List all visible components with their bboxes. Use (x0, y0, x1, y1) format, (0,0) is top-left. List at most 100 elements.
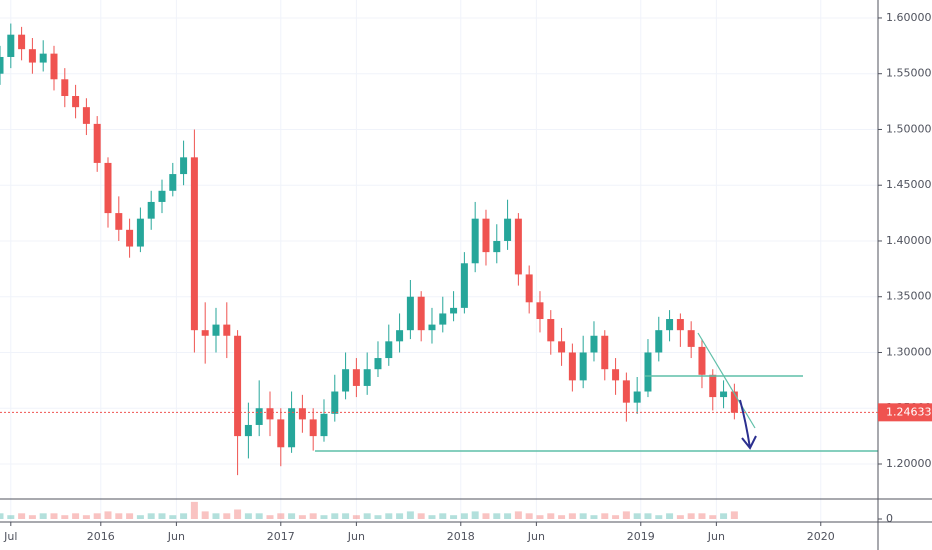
candle-body (18, 34, 26, 50)
candle-body (169, 174, 177, 191)
y-tick-label: 1.30000 (886, 345, 932, 358)
volume-bar (223, 513, 231, 519)
volume-bar (493, 513, 501, 519)
volume-bar (50, 513, 58, 519)
volume-bar (212, 513, 220, 519)
volume-bar (590, 515, 598, 519)
volume-bar (666, 513, 674, 519)
volume-bar (612, 515, 620, 519)
volume-bar (331, 513, 339, 519)
candle-body (342, 369, 350, 392)
candle-body (568, 352, 576, 381)
candle-body (698, 346, 706, 375)
x-tick-label: Jun (527, 530, 545, 543)
candle-body (482, 218, 490, 253)
candle-body (633, 391, 641, 403)
arrow (739, 399, 757, 450)
volume-bar (644, 513, 652, 519)
candle-body (622, 380, 630, 403)
x-tick-label: 2016 (87, 530, 115, 543)
candle-body (7, 34, 15, 57)
volume-bar (298, 515, 306, 519)
candle-body (666, 319, 674, 331)
candle-body (115, 213, 123, 230)
volume-bar (104, 511, 112, 519)
volume-bar (558, 515, 566, 519)
candle-body (601, 335, 609, 370)
candle-body (525, 274, 533, 303)
candle-body (428, 324, 436, 331)
volume-bar (547, 513, 555, 519)
candle-body (136, 218, 144, 247)
x-tick-label: Jun (347, 530, 365, 543)
volume-bar (234, 509, 242, 519)
volume-bar (169, 515, 177, 519)
candle-body (126, 229, 134, 247)
volume-bar (93, 513, 101, 519)
candle-body (579, 352, 587, 381)
last-price-label: 1.24633 (886, 405, 932, 418)
candle-body (180, 157, 188, 175)
candle-body (493, 240, 501, 253)
volume-bar (28, 515, 36, 519)
volume-bar (288, 513, 296, 519)
volume-bar (568, 513, 576, 519)
volume-bar (709, 515, 717, 519)
volume-bar (525, 513, 533, 519)
volume-bar (352, 515, 360, 519)
volume-bar (622, 511, 630, 519)
volume-bar (309, 513, 317, 519)
candle-body (612, 369, 620, 381)
volume-bar (244, 513, 252, 519)
volume-bar (676, 515, 684, 519)
x-tick-label: 2018 (447, 530, 475, 543)
y-tick-label: 1.45000 (886, 178, 932, 191)
y-tick-label: 1.60000 (886, 11, 932, 24)
volume-bar (439, 513, 447, 519)
volume-bar (579, 513, 587, 519)
volume-bar (482, 513, 490, 519)
candle-body (536, 302, 544, 320)
volume-bar (39, 513, 47, 519)
candle-body (223, 324, 231, 336)
candle-body (288, 408, 296, 448)
volume-bar (536, 515, 544, 519)
candle-body (61, 79, 69, 97)
candle-body (309, 419, 317, 437)
candle-body (460, 263, 468, 308)
candles (0, 23, 738, 519)
candle-body (50, 53, 58, 80)
volume-bar (417, 513, 425, 519)
volume-bar (601, 513, 609, 519)
candle-body (439, 313, 447, 325)
volume-bar (698, 513, 706, 519)
volume-bar (180, 513, 188, 519)
y-tick-label: 1.40000 (886, 234, 932, 247)
candle-body (212, 324, 220, 336)
candle-body (234, 335, 242, 437)
candle-body (687, 330, 695, 347)
candle-body (396, 330, 404, 342)
x-tick-label: Jul (3, 530, 17, 543)
volume-bar (190, 501, 198, 519)
candle-body (730, 391, 738, 413)
y-tick-label: 1.50000 (886, 122, 932, 135)
candle-body (266, 408, 274, 420)
x-tick-label: Jun (707, 530, 725, 543)
y-tick-label: 1.20000 (886, 457, 932, 470)
candle-body (709, 374, 717, 398)
volume-bar (266, 515, 274, 519)
candle-body (190, 157, 198, 331)
volume-bar (374, 515, 382, 519)
candle-body (201, 330, 209, 336)
candle-body (655, 330, 663, 353)
candle-body (644, 352, 652, 392)
volume-bar (147, 513, 155, 519)
volume-bar (720, 513, 728, 519)
volume-bar (460, 513, 468, 519)
x-tick-label: Jun (167, 530, 185, 543)
candle-body (39, 53, 47, 63)
volume-bar (277, 513, 285, 519)
candle-body (331, 391, 339, 414)
candle-body (417, 296, 425, 331)
